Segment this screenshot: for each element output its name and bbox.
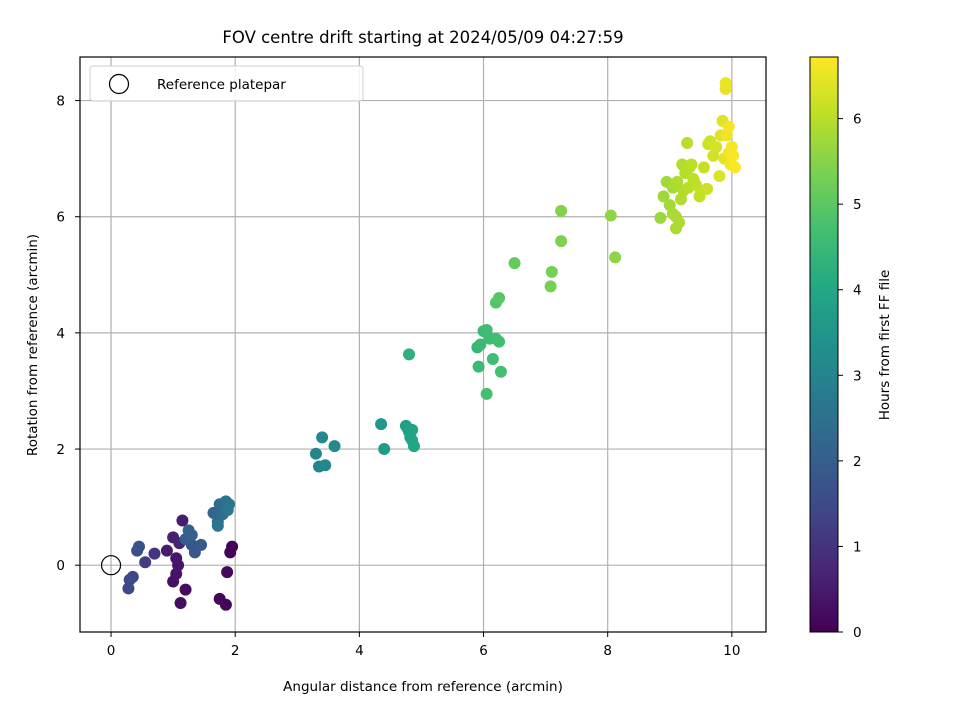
colorbar-gradient [809, 56, 839, 633]
data-point [213, 592, 226, 605]
data-points [100, 77, 741, 611]
data-point [221, 504, 234, 517]
x-tick-label: 6 [479, 643, 488, 659]
data-point [609, 251, 622, 264]
legend: Reference platepar [89, 65, 364, 102]
data-point [160, 544, 173, 557]
y-tick-label: 8 [56, 94, 65, 110]
data-point [176, 514, 189, 527]
colorbar-tick-label: 6 [853, 112, 862, 128]
colorbar-tick-label: 2 [853, 454, 862, 470]
data-point [179, 583, 192, 596]
data-point [480, 387, 493, 400]
x-axis-ticks: 0 2 4 6 8 10 [107, 632, 740, 659]
data-point [657, 190, 670, 203]
data-point [555, 235, 568, 248]
data-point [681, 136, 694, 149]
y-tick-label: 6 [56, 210, 65, 226]
data-point [486, 353, 499, 366]
data-point [472, 360, 485, 373]
data-point [544, 280, 557, 293]
data-point [319, 459, 332, 472]
data-point [474, 338, 487, 351]
data-point [132, 540, 145, 553]
reference-marker [100, 555, 122, 576]
data-point [555, 204, 568, 217]
x-tick-label: 10 [723, 643, 740, 659]
x-tick-label: 8 [603, 643, 612, 659]
data-point [328, 440, 341, 453]
data-point [728, 161, 741, 174]
colorbar-tick-label: 1 [853, 539, 862, 555]
legend-marker-reference [108, 73, 130, 95]
colorbar: 0 1 2 3 4 5 6 Hours from first FF file [809, 56, 893, 641]
data-point [685, 158, 698, 171]
data-point [375, 418, 388, 431]
data-point [122, 582, 135, 595]
data-point [673, 216, 686, 229]
data-point [545, 265, 558, 278]
legend-box [89, 65, 364, 102]
data-point [224, 546, 237, 559]
chart-title: FOV centre drift starting at 2024/05/09 … [222, 28, 623, 47]
data-point [378, 443, 391, 456]
colorbar-label: Hours from first FF file [877, 270, 893, 421]
data-point [722, 120, 735, 133]
data-point [195, 538, 208, 551]
data-point [493, 292, 506, 305]
data-point [316, 431, 329, 444]
colorbar-tick-label: 5 [853, 197, 862, 213]
data-point [727, 149, 740, 162]
data-point [719, 77, 732, 90]
data-point [174, 596, 187, 609]
colorbar-tick-label: 0 [853, 625, 862, 641]
data-point [185, 529, 198, 542]
x-axis-label: Angular distance from reference (arcmin) [283, 679, 563, 695]
y-tick-label: 0 [56, 558, 65, 574]
y-axis-ticks: 0 2 4 6 8 [56, 94, 80, 574]
data-point [407, 440, 420, 453]
y-tick-label: 4 [56, 326, 65, 342]
data-point [671, 175, 684, 188]
data-point [221, 566, 234, 579]
data-point [170, 552, 183, 565]
data-point [701, 182, 714, 195]
data-point [493, 335, 506, 348]
colorbar-tick-label: 4 [853, 283, 862, 299]
x-tick-label: 0 [107, 643, 116, 659]
data-point [604, 209, 617, 222]
data-point [697, 161, 710, 174]
y-tick-label: 2 [56, 442, 65, 458]
data-point [710, 141, 723, 154]
data-point [654, 211, 667, 224]
y-axis-label: Rotation from reference (arcmin) [25, 234, 41, 456]
data-point [309, 447, 322, 460]
x-tick-label: 4 [355, 643, 364, 659]
data-point [211, 519, 224, 532]
legend-label-reference: Reference platepar [157, 77, 286, 93]
data-point [508, 257, 521, 270]
plot-frame [79, 56, 767, 633]
data-point [494, 365, 507, 378]
x-tick-label: 2 [231, 643, 240, 659]
data-point [713, 170, 726, 183]
data-point [148, 547, 161, 560]
data-point [403, 348, 416, 361]
colorbar-ticks: 0 1 2 3 4 5 6 [838, 112, 862, 641]
colorbar-tick-label: 3 [853, 368, 862, 384]
data-point [139, 556, 152, 569]
